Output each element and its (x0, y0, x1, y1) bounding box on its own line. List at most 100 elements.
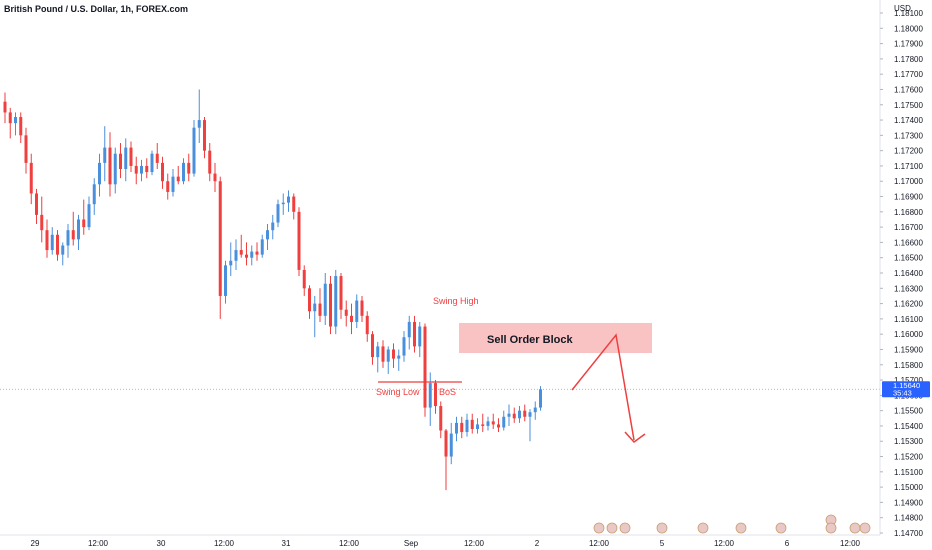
candle-body (239, 250, 243, 255)
candle-body (392, 349, 395, 359)
candle-body (266, 230, 269, 240)
y-tick-label: 1.17600 (894, 85, 923, 94)
y-tick-label: 1.17700 (894, 70, 923, 79)
x-tick-label: Sep (404, 539, 419, 548)
annotations: Sell Order Block Swing Low BoS Swing High (376, 296, 871, 534)
candle-body (455, 422, 458, 434)
candle-body (350, 315, 353, 322)
candle-body (355, 300, 359, 322)
y-tick-label: 1.15700 (894, 376, 923, 385)
candle-body (224, 265, 227, 296)
candle-body (460, 422, 464, 433)
projection-path (571, 333, 635, 441)
y-tick-label: 1.15300 (894, 437, 923, 446)
candle-body (539, 389, 542, 408)
y-tick-label: 1.17200 (894, 147, 923, 156)
event-flag-icon (593, 522, 605, 534)
current-price-label: 1.15640 (893, 381, 920, 390)
x-tick-label: 29 (31, 539, 40, 548)
event-flag-icon (849, 522, 861, 534)
event-flag-icon (656, 522, 668, 534)
candle-body (276, 204, 280, 223)
candle-body (45, 230, 49, 251)
candle-body (334, 276, 338, 327)
countdown-label: 35:43 (893, 389, 912, 398)
candle-body (481, 424, 485, 426)
candle-body (197, 120, 201, 128)
candle-body (77, 219, 80, 240)
candle-body (87, 204, 91, 228)
y-tick-label: 1.16200 (894, 300, 923, 309)
candle-body (119, 153, 122, 169)
candle-body (134, 165, 138, 174)
y-tick-label: 1.16700 (894, 223, 923, 232)
candle-body (166, 181, 170, 192)
y-tick-label: 1.15900 (894, 345, 923, 354)
candle-body (360, 300, 364, 316)
candle-body (3, 101, 7, 113)
y-tick-label: 1.17000 (894, 177, 923, 186)
candle-body (287, 196, 290, 203)
candle-body (434, 383, 437, 407)
candle-body (297, 211, 301, 270)
x-tick-label: 30 (157, 539, 166, 548)
candle-body (449, 433, 453, 457)
candle-body (407, 321, 411, 338)
candle-body (518, 410, 521, 419)
candle-body (512, 413, 516, 419)
event-flag-icon (606, 522, 618, 534)
candle-body (150, 153, 154, 173)
candles (3, 89, 542, 491)
candle-body (155, 153, 159, 163)
candle-body (533, 407, 537, 413)
y-tick-label: 1.15100 (894, 468, 923, 477)
y-tick-label: 1.17500 (894, 101, 923, 110)
candle-body (124, 147, 128, 169)
y-tick-label: 1.17100 (894, 162, 923, 171)
y-tick-label: 1.16300 (894, 284, 923, 293)
currency-label: USD (894, 4, 911, 13)
candle-body (19, 117, 23, 136)
candle-body (528, 412, 532, 417)
candle-body (56, 234, 59, 255)
x-tick-label: 5 (660, 539, 665, 548)
candle-body (213, 173, 217, 182)
candle-body (129, 147, 133, 166)
candle-body (376, 346, 380, 358)
candle-body (103, 147, 107, 163)
x-tick-label: 12:00 (214, 539, 235, 548)
y-tick-label: 1.17300 (894, 131, 923, 140)
candle-body (365, 315, 369, 335)
candle-body (171, 176, 175, 192)
candle-body (176, 176, 180, 182)
candle-body (292, 196, 296, 212)
candle-body (423, 326, 427, 408)
sell-order-block-label: Sell Order Block (487, 334, 573, 346)
x-tick-label: 31 (282, 539, 291, 548)
event-flag-icon (697, 522, 709, 534)
candle-body (234, 250, 238, 261)
candle-body (187, 162, 191, 174)
event-flag-icon (775, 522, 787, 534)
candle-body (145, 165, 149, 173)
candle-body (313, 303, 317, 312)
x-tick-label: 12:00 (464, 539, 485, 548)
candle-body (402, 337, 406, 356)
candle-body (339, 276, 343, 310)
candle-body (470, 419, 474, 429)
candle-body (192, 127, 196, 174)
y-tick-label: 1.16400 (894, 269, 923, 278)
candle-body (281, 202, 285, 205)
candle-body (40, 214, 44, 231)
candle-body (35, 193, 38, 215)
candle-body (161, 162, 164, 182)
event-flag-icon (825, 522, 837, 534)
candle-body (418, 326, 422, 347)
bos-label: BoS (439, 387, 456, 397)
candle-body (98, 162, 101, 185)
candle-body (50, 234, 54, 251)
candle-body (439, 406, 443, 431)
